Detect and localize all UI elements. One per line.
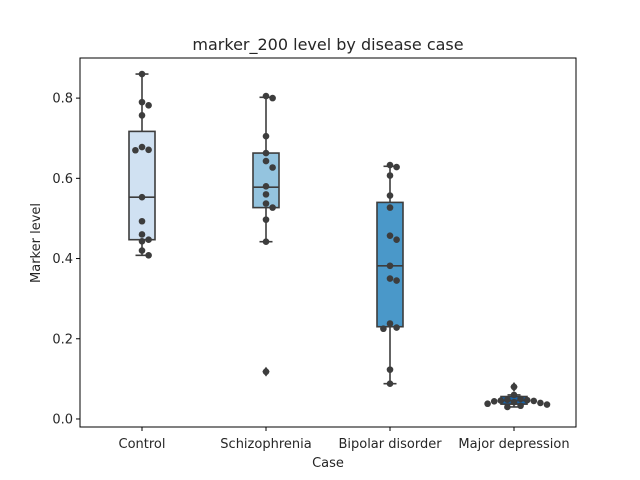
y-tick-label: 0.2 — [52, 332, 73, 347]
data-point — [138, 231, 146, 238]
swarm-group — [132, 70, 152, 259]
data-point — [510, 398, 518, 406]
data-point — [510, 383, 518, 391]
data-point — [517, 395, 524, 403]
data-point — [138, 112, 146, 119]
data-point — [497, 397, 505, 404]
data-point — [262, 157, 270, 165]
data-point — [537, 399, 544, 407]
y-tick-label: 0.0 — [52, 412, 73, 427]
data-point — [517, 402, 524, 410]
data-point — [504, 403, 511, 411]
data-point — [262, 149, 270, 157]
data-point — [484, 400, 491, 408]
data-point — [523, 396, 531, 404]
data-point — [138, 217, 146, 225]
data-point — [145, 102, 152, 109]
data-point — [386, 380, 394, 387]
data-point — [138, 193, 146, 201]
data-point — [138, 247, 146, 254]
data-point — [269, 164, 276, 171]
data-point — [262, 92, 270, 100]
data-point — [262, 238, 270, 245]
data-point — [138, 70, 146, 78]
chart-title: marker_200 level by disease case — [192, 35, 463, 55]
data-point — [145, 236, 152, 243]
data-point — [386, 204, 394, 211]
data-point — [386, 232, 394, 239]
x-tick-label: Bipolar disorder — [338, 437, 442, 452]
data-point — [386, 320, 394, 327]
x-tick-label: Schizophrenia — [220, 437, 311, 452]
data-point — [386, 192, 394, 199]
data-point — [145, 146, 152, 154]
plot-frame — [79, 57, 577, 428]
data-point — [262, 132, 270, 140]
data-point — [504, 396, 511, 404]
data-point — [386, 172, 394, 179]
data-point — [138, 143, 146, 151]
data-point — [386, 275, 394, 282]
box-group — [252, 96, 280, 377]
x-axis: Control Schizophrenia Bipolar disorder Majo… — [119, 427, 570, 452]
data-point — [262, 368, 270, 375]
data-point — [138, 237, 146, 245]
data-point — [393, 277, 400, 284]
data-point — [490, 398, 498, 405]
y-tick-label: 0.6 — [52, 172, 73, 187]
data-point — [262, 200, 270, 207]
swarm-group — [484, 383, 551, 411]
data-point — [510, 391, 518, 399]
data-point — [386, 161, 394, 169]
plot-area — [128, 70, 551, 411]
data-point — [386, 262, 394, 270]
y-tick-label: 0.4 — [52, 252, 73, 267]
y-axis-label: Marker level — [29, 203, 44, 283]
data-point — [262, 216, 270, 223]
x-axis-label: Case — [312, 456, 344, 471]
y-tick-label: 0.8 — [52, 92, 73, 107]
data-point — [393, 236, 400, 243]
swarm-group — [262, 92, 276, 375]
data-point — [386, 366, 394, 373]
data-point — [543, 401, 551, 408]
data-point — [393, 324, 400, 331]
box-group — [376, 165, 404, 385]
data-point — [262, 183, 270, 190]
x-tick-label: Major depression — [458, 437, 569, 452]
data-point — [393, 163, 400, 171]
data-point — [138, 98, 146, 106]
data-point — [380, 325, 387, 333]
y-axis: 0.0 0.2 0.4 0.6 0.8 — [52, 92, 80, 427]
data-point — [145, 252, 152, 259]
x-tick-label: Control — [119, 437, 166, 452]
data-point — [530, 397, 538, 405]
swarm-group — [380, 161, 400, 387]
data-point — [132, 146, 139, 154]
data-point — [262, 191, 270, 198]
data-point — [269, 204, 276, 211]
data-point — [269, 94, 276, 102]
